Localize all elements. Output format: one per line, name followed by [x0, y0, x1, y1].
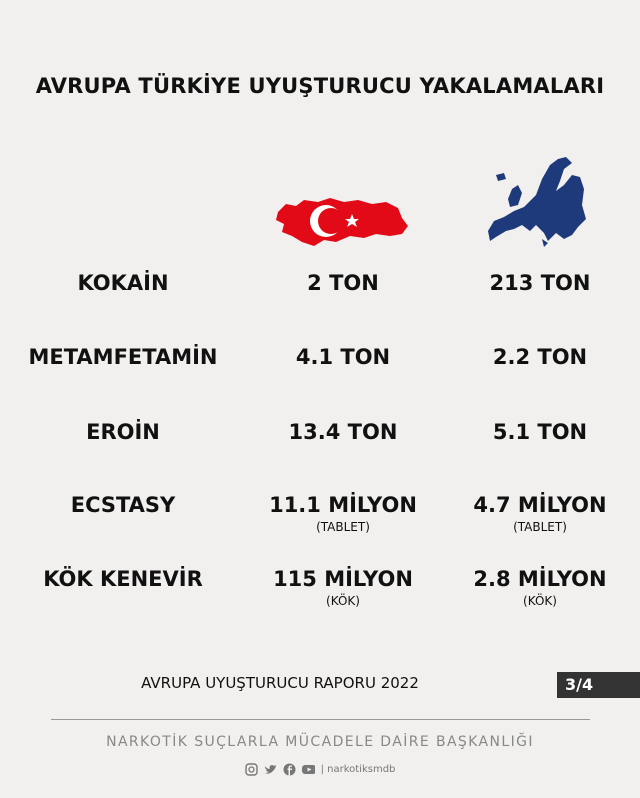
- turkey-value: 2 TON: [307, 271, 379, 295]
- drug-label: KOKAİN: [77, 271, 169, 295]
- divider: [51, 719, 590, 720]
- twitter-icon[interactable]: [264, 763, 277, 776]
- europe-unit-note: (TABLET): [513, 520, 567, 534]
- turkey-unit-note: (KÖK): [326, 594, 360, 608]
- drug-label: KÖK KENEVİR: [43, 567, 203, 591]
- turkey-value: 115 MİLYON: [273, 567, 413, 591]
- page-title: AVRUPA TÜRKİYE UYUŞTURUCU YAKALAMALARI: [35, 74, 605, 98]
- europe-value: 4.7 MİLYON: [473, 493, 607, 517]
- turkey-value: 11.1 MİLYON: [269, 493, 417, 517]
- social-handle: | narkotiksmdb: [320, 764, 396, 775]
- drug-label: EROİN: [86, 420, 160, 444]
- turkey-unit-note: (TABLET): [316, 520, 370, 534]
- instagram-icon[interactable]: [244, 763, 258, 776]
- facebook-icon[interactable]: [283, 763, 296, 776]
- europe-value: 2.2 TON: [492, 345, 588, 369]
- europe-value: 5.1 TON: [492, 420, 588, 444]
- report-source: AVRUPA UYUŞTURUCU RAPORU 2022: [141, 674, 419, 692]
- organization-name: NARKOTİK SUÇLARLA MÜCADELE DAİRE BAŞKANL…: [106, 734, 534, 750]
- drug-label: ECSTASY: [70, 493, 176, 517]
- page-indicator: 3/4: [557, 672, 640, 698]
- europe-unit-note: (KÖK): [523, 594, 557, 608]
- turkey-value: 13.4 TON: [288, 420, 398, 444]
- turkey-flag-map-icon: [276, 198, 408, 246]
- europe-value: 2.8 MİLYON: [473, 567, 607, 591]
- social-links: | narkotiksmdb: [0, 763, 640, 776]
- drug-label: METAMFETAMİN: [28, 345, 218, 369]
- europe-value: 213 TON: [489, 271, 591, 295]
- europe-map-icon: [488, 157, 586, 247]
- turkey-value: 4.1 TON: [295, 345, 391, 369]
- youtube-icon[interactable]: [301, 763, 315, 776]
